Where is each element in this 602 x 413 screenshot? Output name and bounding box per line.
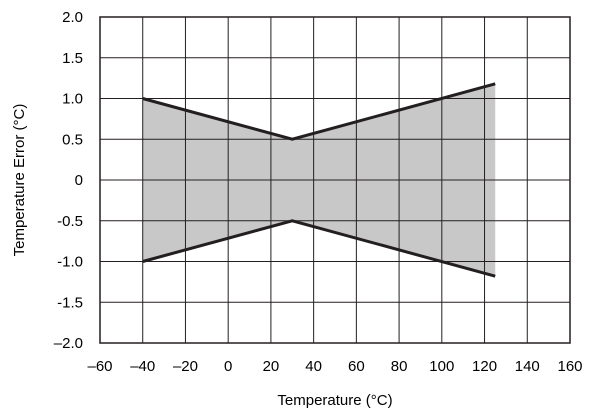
y-tick-label-7: -1.5	[57, 294, 83, 311]
y-tick-label-4: 0	[75, 172, 83, 189]
x-tick-label-3: 0	[224, 358, 232, 375]
x-tick-label-10: 140	[515, 358, 540, 375]
x-tick-label-9: 120	[472, 358, 497, 375]
plot-frame	[99, 16, 571, 344]
chart-title: TEMPERATURE ERROR vs TEMPERATURE	[149, 0, 520, 19]
plot-area	[99, 16, 571, 344]
y-tick-label-3: 0.5	[62, 131, 83, 148]
x-tick-label-4: 20	[263, 358, 280, 375]
y-tick-label-6: -1.0	[57, 254, 83, 271]
y-tick-label-8: –2.0	[54, 335, 83, 352]
y-tick-label-0: 2.0	[62, 9, 83, 26]
x-tick-label-7: 80	[391, 358, 408, 375]
y-tick-label-2: 1.0	[62, 91, 83, 108]
x-tick-label-5: 40	[305, 358, 322, 375]
x-tick-label-2: –20	[173, 358, 198, 375]
x-tick-label-0: –60	[87, 358, 112, 375]
x-tick-label-6: 60	[348, 358, 365, 375]
upper-error-limit-line	[142, 82, 496, 141]
y-tick-label-5: -0.5	[57, 213, 83, 230]
x-axis-label: Temperature (°C)	[277, 392, 392, 409]
y-axis-label: Temperature Error (°C)	[11, 104, 28, 257]
y-tick-label-1: 1.5	[62, 50, 83, 67]
x-tick-label-1: –40	[130, 358, 155, 375]
x-tick-label-8: 100	[429, 358, 454, 375]
x-tick-label-11: 160	[557, 358, 582, 375]
lower-error-limit-line	[142, 219, 496, 278]
